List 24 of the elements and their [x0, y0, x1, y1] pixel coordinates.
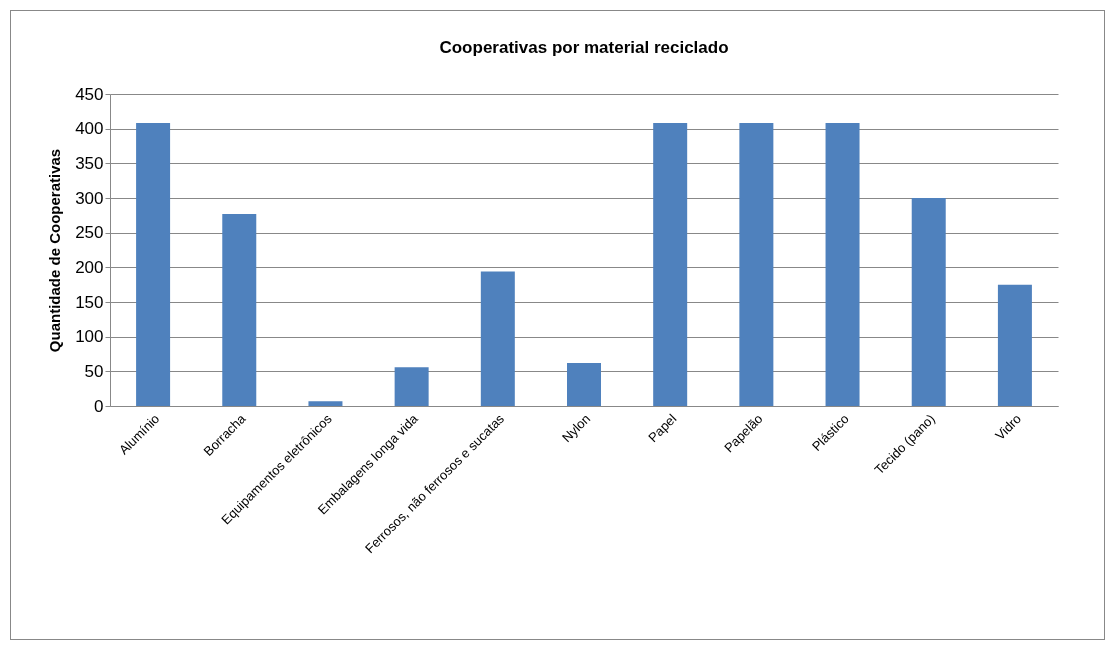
y-tick-label: 50 — [84, 361, 104, 381]
chart-title: Cooperativas por material reciclado — [439, 38, 729, 57]
y-tick-label: 300 — [75, 188, 104, 208]
y-tick-label: 150 — [75, 292, 104, 312]
y-tick-label: 400 — [75, 119, 104, 139]
bar — [480, 271, 515, 406]
y-tick-label: 200 — [75, 257, 104, 277]
bar — [308, 401, 343, 406]
bar — [222, 213, 257, 406]
bar — [653, 123, 688, 406]
bar — [739, 123, 774, 406]
bar — [825, 123, 860, 406]
x-tick-label: Vidro — [992, 411, 1025, 443]
y-tick-label: 350 — [75, 153, 104, 173]
y-axis-title: Quantidade de Cooperativas — [46, 148, 64, 353]
y-tick-label: 0 — [94, 396, 104, 416]
bar — [394, 367, 429, 406]
bar — [136, 123, 171, 406]
y-tick-label: 450 — [75, 84, 104, 104]
y-tick-label: 250 — [75, 223, 104, 243]
bar — [911, 198, 946, 406]
y-tick-label: 100 — [75, 327, 104, 347]
bar — [567, 363, 601, 406]
bar — [997, 284, 1032, 406]
